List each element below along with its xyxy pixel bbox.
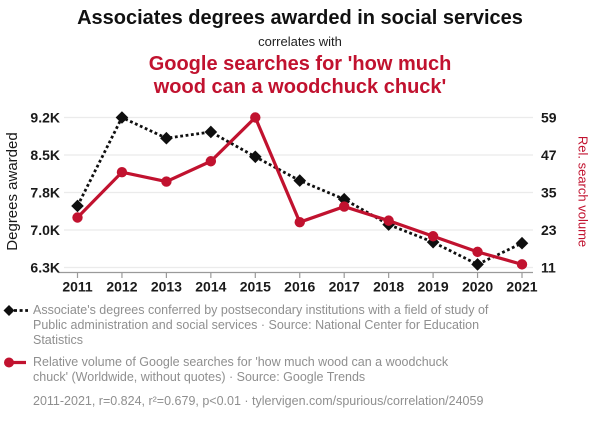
circle-marker: [383, 215, 394, 226]
x-tick-label: 2013: [151, 279, 182, 295]
chart-subtitle: Google searches for 'how much wood can a…: [148, 53, 452, 98]
circle-marker: [116, 166, 128, 178]
legend-label-degrees: Associate's degrees conferred by postsec…: [33, 303, 489, 347]
x-tick-label: 2017: [329, 279, 360, 295]
circle-marker: [339, 201, 350, 212]
diamond-marker: [71, 199, 84, 213]
chart-header: Associates degrees awarded in social ser…: [0, 0, 600, 99]
circle-marker: [516, 259, 528, 270]
diamond-marker: [249, 150, 262, 164]
x-tick-label: 2020: [462, 279, 493, 295]
legend-label-searches: Relative volume of Google searches for '…: [33, 355, 449, 384]
circle-marker: [72, 212, 83, 223]
chart-legend: Associate's degrees conferred by postsec…: [2, 303, 594, 409]
x-tick-label: 2011: [62, 279, 93, 295]
x-tick-label: 2018: [373, 279, 404, 295]
diamond-marker: [471, 258, 484, 271]
legend-item-searches: Relative volume of Google searches for '…: [2, 355, 594, 385]
circle-marker: [161, 176, 172, 187]
right-tick-label: 35: [541, 185, 557, 201]
x-tick-label: 2012: [106, 279, 137, 295]
diamond-marker: [293, 174, 307, 187]
circle-marker: [427, 231, 439, 242]
chart-title: Associates degrees awarded in social ser…: [77, 7, 523, 29]
stats-footer: 2011-2021, r=0.824, r²=0.679, p<0.01 · t…: [33, 394, 484, 408]
series-line-degrees: [76, 115, 523, 266]
right-tick-label: 47: [541, 147, 557, 163]
left-tick-label: 6.3K: [30, 260, 60, 276]
right-tick-label: 11: [541, 260, 556, 276]
x-tick-label: 2016: [284, 279, 315, 295]
diamond-marker: [337, 192, 351, 206]
chart-connector-text: correlates with: [258, 34, 342, 49]
series-line-searches: [76, 114, 523, 266]
left-tick-label: 7.8K: [30, 185, 60, 201]
x-tick-label: 2014: [195, 279, 226, 295]
x-tick-label: 2019: [418, 279, 449, 295]
circle-marker: [472, 246, 483, 258]
right-tick-label: 23: [541, 222, 557, 238]
right-tick-label: 59: [541, 110, 557, 126]
circle-marker: [294, 216, 305, 228]
circle-solid-line-icon: [4, 357, 26, 368]
left-tick-label: 9.2K: [30, 110, 60, 126]
left-axis-title: Degrees awarded: [4, 132, 21, 250]
diamond-dotted-line-icon: [3, 305, 28, 316]
diamond-marker: [515, 236, 529, 250]
circle-marker: [250, 112, 261, 123]
left-tick-label: 7.0K: [30, 222, 60, 238]
left-tick-label: 8.5K: [30, 147, 60, 163]
right-axis-title: Rel. search volume: [576, 136, 591, 247]
diamond-marker: [204, 125, 218, 139]
legend-item-degrees: Associate's degrees conferred by postsec…: [2, 303, 594, 348]
x-tick-label: 2021: [506, 279, 537, 295]
diamond-marker: [160, 131, 173, 145]
diamond-marker: [115, 111, 129, 124]
circle-marker: [205, 156, 217, 167]
x-tick-label: 2015: [240, 279, 271, 295]
